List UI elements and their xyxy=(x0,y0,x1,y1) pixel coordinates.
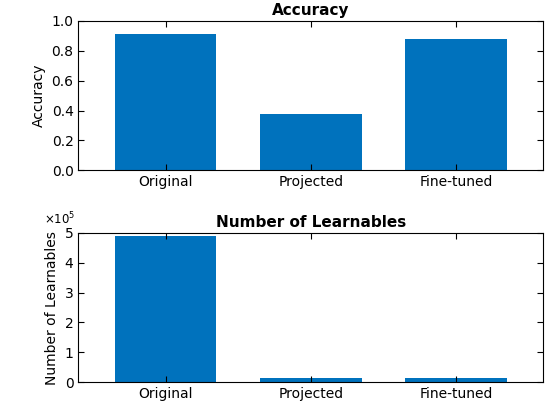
Bar xyxy=(405,378,507,382)
Bar xyxy=(405,39,507,170)
Y-axis label: Number of Learnables: Number of Learnables xyxy=(45,231,59,384)
Bar xyxy=(115,236,216,382)
Title: Number of Learnables: Number of Learnables xyxy=(216,215,406,231)
Y-axis label: Accuracy: Accuracy xyxy=(32,64,46,127)
Bar xyxy=(260,378,362,382)
Bar xyxy=(260,113,362,170)
Title: Accuracy: Accuracy xyxy=(272,3,349,18)
Bar xyxy=(115,34,216,170)
Text: $\times10^5$: $\times10^5$ xyxy=(44,210,75,227)
